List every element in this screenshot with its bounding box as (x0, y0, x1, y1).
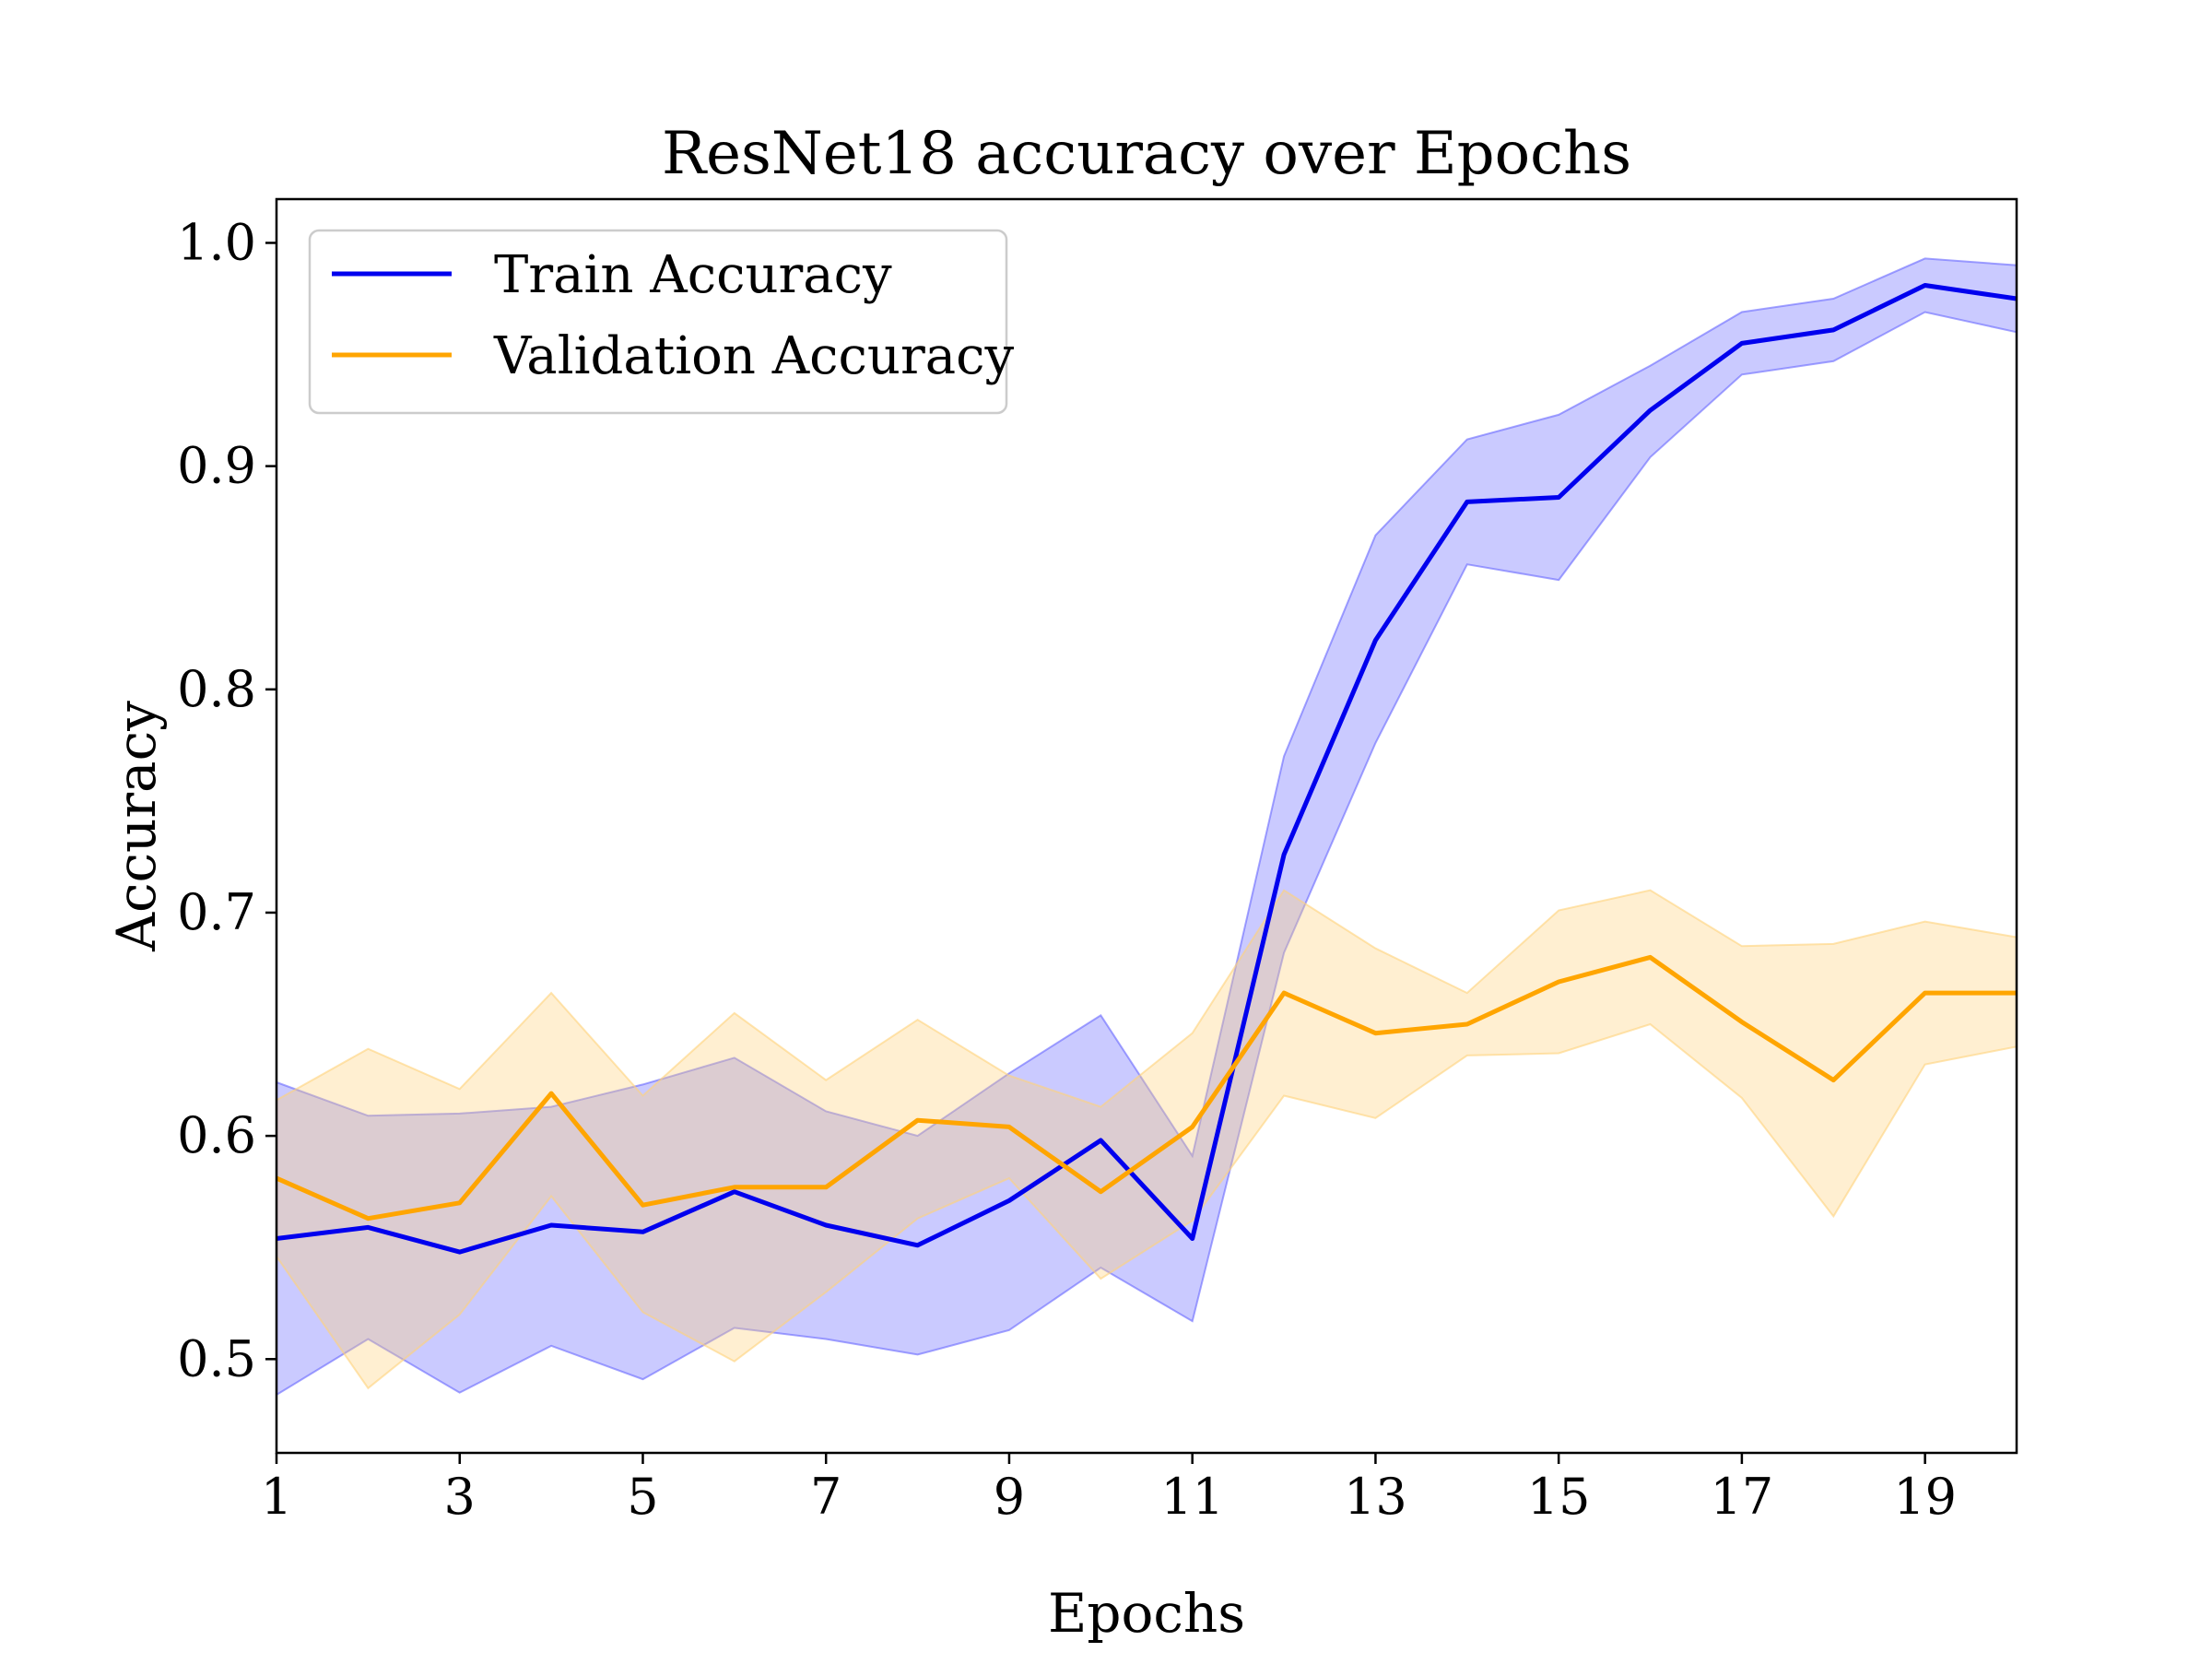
y-tick-label: 0.9 (177, 437, 256, 495)
x-axis-label: Epochs (1048, 1582, 1245, 1645)
x-tick-label: 5 (627, 1468, 658, 1526)
x-tick-label: 7 (810, 1468, 841, 1526)
x-tick-label: 3 (444, 1468, 476, 1526)
legend-label-validation: Validation Accuracy (493, 326, 1014, 386)
y-axis-ticks: 0.5 0.6 0.7 0.8 0.9 1.0 (177, 213, 276, 1387)
series-line-train (276, 283, 2018, 1255)
x-tick-label: 1 (261, 1468, 292, 1526)
y-axis-label: Accuracy (105, 701, 168, 952)
series-line-validation (275, 954, 2017, 1221)
x-tick-label: 9 (994, 1468, 1025, 1526)
y-tick-label: 0.7 (177, 883, 256, 941)
series-lines (275, 283, 2018, 1255)
legend: Train Accuracy Validation Accuracy (308, 229, 1014, 415)
legend-label-train: Train Accuracy (494, 245, 892, 305)
y-tick-label: 0.6 (177, 1106, 256, 1164)
x-tick-label: 11 (1160, 1468, 1224, 1526)
x-axis-ticks: 1 3 5 7 9 11 13 15 17 19 (261, 1453, 1957, 1526)
x-tick-label: 19 (1893, 1468, 1957, 1526)
x-tick-label: 17 (1711, 1468, 1774, 1526)
x-tick-label: 15 (1527, 1468, 1591, 1526)
y-tick-label: 0.5 (177, 1329, 256, 1387)
y-tick-label: 1.0 (177, 213, 256, 271)
y-tick-label: 0.8 (177, 660, 256, 718)
x-tick-label: 13 (1344, 1468, 1407, 1526)
plot-frame (275, 197, 2018, 1455)
legend-box (308, 229, 1008, 415)
chart-title: ResNet18 accuracy over Epochs (662, 120, 1631, 188)
